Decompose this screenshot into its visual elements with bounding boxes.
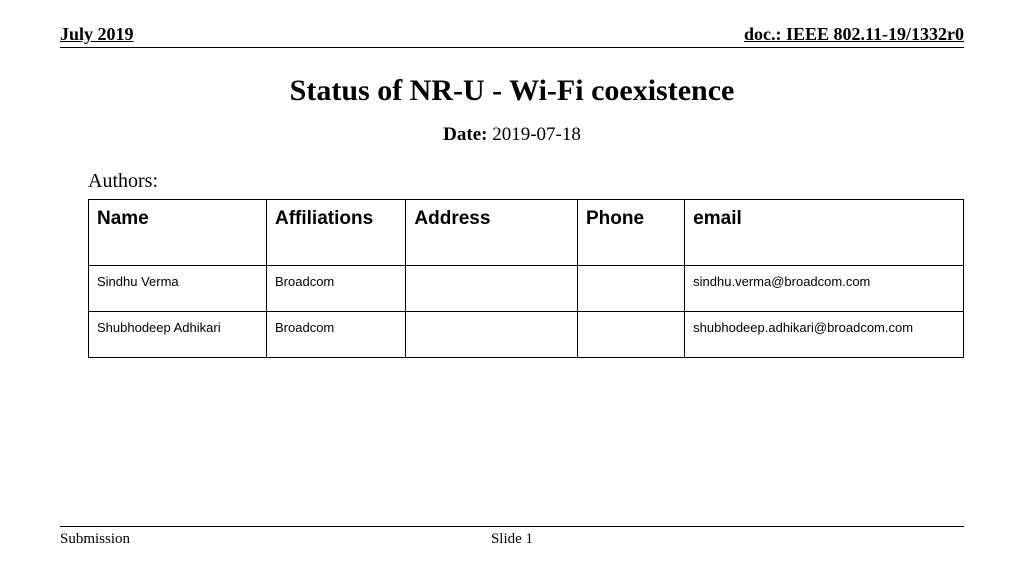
table-row: Sindhu Verma Broadcom sindhu.verma@broad… [89,266,964,312]
cell-email: sindhu.verma@broadcom.com [685,266,964,312]
cell-name: Shubhodeep Adhikari [89,312,267,358]
cell-phone [577,312,684,358]
col-header-name: Name [89,200,267,266]
authors-table: Name Affiliations Address Phone email Si… [88,199,964,358]
table-row: Shubhodeep Adhikari Broadcom shubhodeep.… [89,312,964,358]
cell-affil: Broadcom [267,312,406,358]
header-doc-id: doc.: IEEE 802.11-19/1332r0 [744,24,964,45]
cell-addr [406,312,578,358]
authors-label: Authors: [88,170,964,193]
cell-affil: Broadcom [267,266,406,312]
col-header-affil: Affiliations [267,200,406,266]
footer-right [663,531,964,548]
date-line: Date: 2019-07-18 [60,124,964,146]
footer-row: Submission Slide 1 [60,531,964,548]
cell-addr [406,266,578,312]
date-label: Date: [443,124,487,145]
slide-page: July 2019 doc.: IEEE 802.11-19/1332r0 St… [0,0,1024,576]
header-date: July 2019 [60,24,134,45]
col-header-addr: Address [406,200,578,266]
header-rule [60,47,964,48]
col-header-phone: Phone [577,200,684,266]
footer-rule [60,526,964,527]
footer-center: Slide 1 [361,531,662,548]
col-header-email: email [685,200,964,266]
cell-name: Sindhu Verma [89,266,267,312]
footer-left: Submission [60,531,361,548]
page-title: Status of NR-U - Wi-Fi coexistence [60,74,964,108]
footer: Submission Slide 1 [60,526,964,548]
cell-phone [577,266,684,312]
cell-email: shubhodeep.adhikari@broadcom.com [685,312,964,358]
header-row: July 2019 doc.: IEEE 802.11-19/1332r0 [60,24,964,45]
date-value: 2019-07-18 [492,124,581,145]
table-header-row: Name Affiliations Address Phone email [89,200,964,266]
